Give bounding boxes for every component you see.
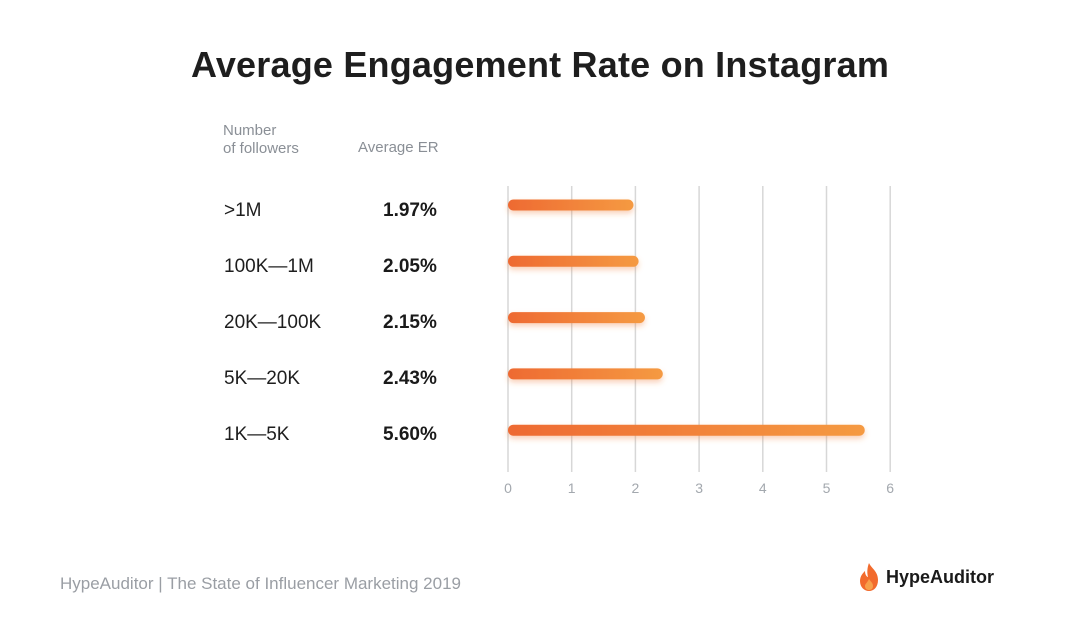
x-tick-label-6: 6 bbox=[886, 480, 894, 496]
x-tick-label-2: 2 bbox=[632, 480, 640, 496]
x-tick-label-4: 4 bbox=[759, 480, 767, 496]
flame-icon bbox=[860, 563, 878, 591]
row-label-4: 1K—5K bbox=[224, 424, 290, 445]
chart-title: Average Engagement Rate on Instagram bbox=[190, 44, 890, 85]
brand-name: HypeAuditor bbox=[886, 566, 994, 587]
bar-1 bbox=[508, 255, 639, 267]
x-tick-label-1: 1 bbox=[568, 480, 576, 496]
row-value-1: 2.05% bbox=[383, 256, 437, 277]
er-column-header: Average ER bbox=[358, 139, 439, 156]
bar-3 bbox=[508, 368, 663, 380]
row-label-2: 20K—100K bbox=[224, 312, 322, 333]
row-label-1: 100K—1M bbox=[224, 256, 314, 277]
bar-0 bbox=[508, 199, 634, 211]
x-tick-label-5: 5 bbox=[823, 480, 831, 496]
row-value-0: 1.97% bbox=[383, 200, 437, 221]
row-label-0: >1M bbox=[224, 200, 262, 221]
followers-header-line1: Number bbox=[223, 122, 277, 139]
x-tick-label-3: 3 bbox=[695, 480, 703, 496]
followers-header-line2: of followers bbox=[223, 140, 299, 157]
row-value-3: 2.43% bbox=[383, 368, 437, 389]
row-value-2: 2.15% bbox=[383, 312, 437, 333]
bar-2 bbox=[508, 312, 645, 324]
source-footer: HypeAuditor | The State of Influencer Ma… bbox=[60, 574, 462, 593]
row-label-3: 5K—20K bbox=[224, 368, 301, 389]
followers-column-header: Number of followers bbox=[223, 122, 343, 158]
x-tick-label-0: 0 bbox=[504, 480, 512, 496]
row-value-4: 5.60% bbox=[383, 424, 437, 445]
hypeauditor-logo: HypeAuditor bbox=[858, 561, 994, 593]
bar-4 bbox=[508, 424, 865, 436]
